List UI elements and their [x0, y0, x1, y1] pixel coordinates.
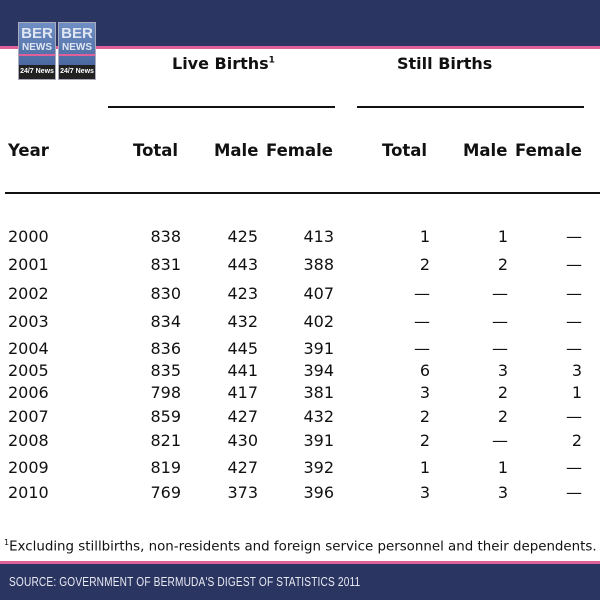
cell-live-female: 381 [303, 383, 334, 402]
cell-year: 2007 [8, 407, 49, 426]
cell-live-total: 838 [150, 227, 181, 246]
cell-still-total: — [414, 339, 430, 358]
cell-year: 2006 [8, 383, 49, 402]
cell-still-male: — [492, 284, 508, 303]
cell-year: 2001 [8, 255, 49, 274]
cell-year: 2005 [8, 361, 49, 380]
cell-live-total: 798 [150, 383, 181, 402]
cell-still-total: 1 [419, 227, 430, 246]
cell-live-female: 402 [303, 312, 334, 331]
cell-still-male: 1 [497, 458, 508, 477]
cell-still-male: 3 [497, 483, 508, 502]
cell-still-female: — [566, 339, 582, 358]
cell-year: 2004 [8, 339, 49, 358]
cell-live-female: 396 [303, 483, 334, 502]
cell-live-female: 391 [303, 431, 334, 450]
cell-live-total: 836 [150, 339, 181, 358]
cell-live-female: 394 [303, 361, 334, 380]
cell-live-male: 425 [227, 227, 258, 246]
cell-live-total: 819 [150, 458, 181, 477]
cell-still-female: 1 [571, 383, 582, 402]
cell-year: 2008 [8, 431, 49, 450]
cell-still-female: 2 [571, 431, 582, 450]
cell-still-total: 2 [419, 431, 430, 450]
cell-still-female: — [566, 483, 582, 502]
cell-still-male: 2 [497, 255, 508, 274]
cell-still-male: 2 [497, 407, 508, 426]
col-live-female: Female [266, 141, 333, 160]
bernews-logo: BER NEWS 24/7 News BER NEWS 24/7 News [18, 22, 96, 80]
cell-still-total: 2 [419, 255, 430, 274]
cell-live-male: 427 [227, 458, 258, 477]
cell-year: 2002 [8, 284, 49, 303]
cell-still-female: 3 [571, 361, 582, 380]
cell-live-female: 388 [303, 255, 334, 274]
cell-still-male: — [492, 312, 508, 331]
cell-still-male: — [492, 339, 508, 358]
cell-year: 2000 [8, 227, 49, 246]
cell-still-male: 1 [497, 227, 508, 246]
cell-still-male: 3 [497, 361, 508, 380]
cell-live-female: 391 [303, 339, 334, 358]
cell-live-female: 392 [303, 458, 334, 477]
divider [357, 106, 584, 108]
cell-live-female: 432 [303, 407, 334, 426]
footnote: 1Excluding stillbirths, non-residents an… [4, 538, 597, 555]
cell-live-female: 407 [303, 284, 334, 303]
cell-live-total: 830 [150, 284, 181, 303]
col-year: Year [8, 141, 49, 160]
col-still-male: Male [463, 141, 508, 160]
cell-still-female: — [566, 407, 582, 426]
cell-year: 2010 [8, 483, 49, 502]
col-live-total: Total [133, 141, 179, 160]
cell-still-female: — [566, 458, 582, 477]
cell-live-male: 445 [227, 339, 258, 358]
cell-live-female: 413 [303, 227, 334, 246]
divider [108, 106, 335, 108]
cell-still-female: — [566, 284, 582, 303]
col-still-female: Female [515, 141, 582, 160]
cell-live-male: 427 [227, 407, 258, 426]
cell-still-total: 6 [419, 361, 430, 380]
footer-bar: SOURCE: GOVERNMENT OF BERMUDA'S DIGEST O… [0, 561, 600, 600]
header-bar [0, 0, 600, 49]
cell-live-total: 821 [150, 431, 181, 450]
live-births-header: Live Births1 [172, 54, 275, 73]
cell-live-total: 834 [150, 312, 181, 331]
cell-year: 2009 [8, 458, 49, 477]
cell-still-total: — [414, 284, 430, 303]
col-live-male: Male [214, 141, 259, 160]
cell-live-total: 831 [150, 255, 181, 274]
cell-live-male: 432 [227, 312, 258, 331]
cell-still-female: — [566, 312, 582, 331]
cell-live-male: 373 [227, 483, 258, 502]
cell-live-male: 423 [227, 284, 258, 303]
col-still-total: Total [382, 141, 428, 160]
cell-still-total: 3 [419, 383, 430, 402]
cell-still-male: — [492, 431, 508, 450]
cell-live-male: 417 [227, 383, 258, 402]
cell-still-total: 2 [419, 407, 430, 426]
source-text: SOURCE: GOVERNMENT OF BERMUDA'S DIGEST O… [9, 574, 361, 589]
cell-year: 2003 [8, 312, 49, 331]
cell-still-female: — [566, 227, 582, 246]
divider [5, 192, 600, 194]
cell-live-total: 769 [150, 483, 181, 502]
cell-still-total: 3 [419, 483, 430, 502]
cell-live-male: 441 [227, 361, 258, 380]
still-births-header: Still Births [397, 54, 493, 73]
cell-live-total: 859 [150, 407, 181, 426]
cell-still-female: — [566, 255, 582, 274]
cell-still-total: 1 [419, 458, 430, 477]
cell-still-male: 2 [497, 383, 508, 402]
cell-still-total: — [414, 312, 430, 331]
cell-live-total: 835 [150, 361, 181, 380]
cell-live-male: 430 [227, 431, 258, 450]
cell-live-male: 443 [227, 255, 258, 274]
